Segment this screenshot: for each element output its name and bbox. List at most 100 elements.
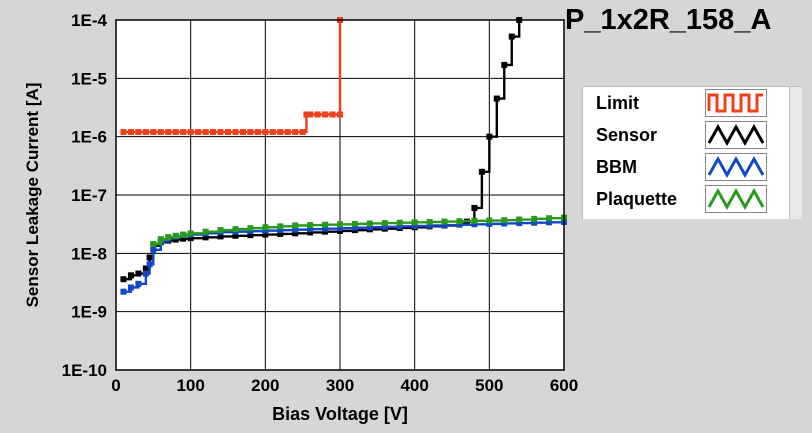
data-point <box>127 272 134 279</box>
data-point <box>157 236 164 243</box>
data-point <box>501 61 508 68</box>
data-point <box>172 232 179 239</box>
data-point <box>307 229 314 236</box>
data-point <box>471 204 478 211</box>
legend-item-limit[interactable]: Limit <box>583 87 801 119</box>
x-tick-label: 300 <box>326 376 354 395</box>
x-tick-label: 0 <box>111 376 120 395</box>
y-axis-label: Sensor Leakage Current [A] <box>23 83 42 308</box>
x-tick-label: 200 <box>251 376 279 395</box>
data-point <box>232 226 239 233</box>
data-point <box>337 225 343 232</box>
data-point <box>516 216 523 223</box>
data-point <box>180 235 187 242</box>
data-point <box>441 218 448 225</box>
legend-label: BBM <box>596 157 637 177</box>
data-point <box>381 220 388 227</box>
series-layer <box>120 17 567 295</box>
data-point <box>135 129 142 136</box>
data-point <box>456 218 463 225</box>
chart-title: P_1x2R_158_A <box>565 4 772 36</box>
data-point <box>351 224 358 231</box>
legend-label: Plaquette <box>596 189 678 209</box>
y-tick-label: 1E-9 <box>71 303 107 322</box>
data-point <box>292 222 299 229</box>
plot-frame <box>115 19 565 371</box>
data-point <box>292 226 299 233</box>
square-wave-icon <box>705 89 767 117</box>
data-point <box>337 111 343 118</box>
data-point <box>411 219 418 226</box>
data-point <box>217 233 224 240</box>
data-point <box>471 217 478 224</box>
data-point <box>277 223 284 230</box>
data-point <box>120 276 127 283</box>
y-tick-label: 1E-6 <box>71 128 107 147</box>
data-point <box>307 222 314 229</box>
tick-labels: 0 100 200 300 400 500 600 1E-10 1E-9 1E-8 1E-7 1E-6… <box>62 11 579 395</box>
triangle-wave-icon <box>705 121 767 149</box>
x-tick-label: 600 <box>550 376 578 395</box>
data-point <box>202 234 209 241</box>
data-point <box>531 219 538 226</box>
data-point <box>303 111 310 118</box>
data-point <box>262 129 269 136</box>
data-point <box>486 133 493 140</box>
legend-item-sensor[interactable]: Sensor <box>583 119 801 151</box>
triangle-wave-icon <box>705 185 767 213</box>
data-point <box>120 288 127 295</box>
data-point <box>277 230 284 237</box>
data-point <box>254 129 261 136</box>
data-point <box>150 246 157 253</box>
data-point <box>142 265 149 272</box>
data-point <box>531 215 538 222</box>
data-point <box>337 221 343 228</box>
data-point <box>127 129 134 136</box>
data-point <box>269 129 276 136</box>
data-point <box>225 129 231 136</box>
data-point <box>501 217 508 224</box>
data-point <box>262 224 269 231</box>
data-point <box>146 261 153 268</box>
y-tick-label: 1E-5 <box>71 69 107 88</box>
data-point <box>247 225 254 232</box>
data-point <box>322 228 329 235</box>
data-point <box>396 219 403 226</box>
data-point <box>187 129 194 136</box>
data-point <box>195 129 202 136</box>
data-point <box>411 222 418 229</box>
data-point <box>284 129 291 136</box>
data-point <box>546 215 553 222</box>
y-tick-label: 1E-10 <box>62 361 107 380</box>
legend-label: Limit <box>596 93 639 113</box>
data-point <box>292 129 299 136</box>
data-point <box>217 227 224 234</box>
data-point <box>187 230 194 237</box>
data-point <box>165 129 172 136</box>
data-point <box>456 221 463 228</box>
data-point <box>322 221 329 228</box>
data-point <box>351 220 358 227</box>
data-point <box>299 129 306 136</box>
data-point <box>486 220 493 227</box>
data-point <box>262 227 269 234</box>
data-point <box>142 129 149 136</box>
legend-scrollbar[interactable] <box>789 87 802 219</box>
data-point <box>486 217 493 224</box>
legend-item-plaquette[interactable]: Plaquette <box>583 183 801 215</box>
y-tick-label: 1E-8 <box>71 244 107 263</box>
data-point <box>172 129 179 136</box>
data-point <box>508 33 515 40</box>
series-plaquette <box>150 214 567 247</box>
data-point <box>381 223 388 230</box>
data-point <box>501 220 508 227</box>
data-point <box>322 225 329 232</box>
data-point <box>232 129 239 136</box>
data-point <box>150 129 157 136</box>
data-point <box>314 111 321 118</box>
data-point <box>307 226 314 233</box>
x-axis-label: Bias Voltage [V] <box>272 404 408 424</box>
legend-item-bbm[interactable]: BBM <box>583 151 801 183</box>
